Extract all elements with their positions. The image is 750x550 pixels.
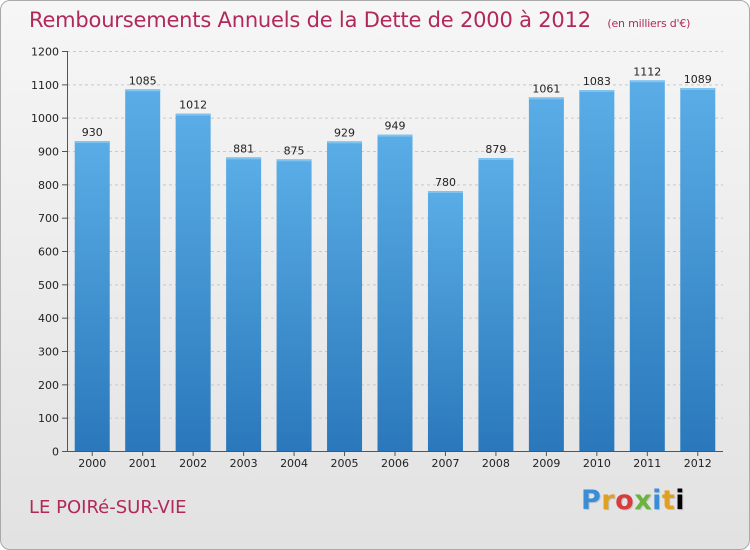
bars	[74, 80, 716, 452]
logo-letter: r	[601, 485, 616, 516]
y-tick-label: 600	[38, 246, 59, 259]
bar	[175, 113, 211, 452]
bar	[629, 80, 665, 451]
x-tick-label: 2000	[78, 457, 106, 470]
bar-highlight	[226, 157, 262, 160]
bar-highlight	[478, 158, 514, 160]
bar-value-label: 780	[435, 176, 456, 189]
axes	[62, 51, 723, 456]
x-tick-label: 2008	[482, 457, 510, 470]
chart-title: Remboursements Annuels de la Dette de 20…	[29, 8, 690, 32]
x-tick-label: 2010	[583, 457, 611, 470]
x-tick-label: 2006	[381, 457, 409, 470]
x-tick-label: 2012	[684, 457, 712, 470]
bar-highlight	[276, 159, 312, 162]
bar	[528, 97, 564, 451]
bar-highlight	[427, 191, 463, 193]
bar-value-label: 1083	[583, 75, 611, 88]
bar	[276, 159, 312, 452]
logo-letter: P	[581, 485, 602, 516]
bar-value-label: 1085	[129, 74, 157, 87]
bar-highlight	[175, 113, 211, 116]
bar-highlight	[74, 141, 110, 143]
bar-value-label: 879	[485, 143, 506, 156]
y-tick-label: 300	[38, 346, 59, 359]
logo-letter: o	[615, 485, 635, 516]
y-tick-label: 900	[38, 146, 59, 159]
chart-subtitle: (en milliers d'€)	[607, 17, 691, 30]
bar-highlight	[680, 88, 716, 90]
bar-highlight	[579, 90, 615, 92]
y-tick-label: 700	[38, 212, 59, 225]
chart-title-text: Remboursements Annuels de la Dette de 20…	[29, 8, 591, 32]
labels: 0 100 200 300 400 500 600 700 800 900 1000 1100 1200…	[31, 46, 712, 471]
proxiti-logo[interactable]: Proxiti	[581, 485, 685, 516]
y-tick-label: 0	[52, 446, 59, 459]
bar	[478, 158, 514, 451]
bar	[377, 134, 413, 451]
x-tick-label: 2005	[331, 457, 359, 470]
bar-highlight	[327, 141, 363, 144]
y-tick-label: 800	[38, 179, 59, 192]
x-tick-label: 2007	[431, 457, 459, 470]
bar-value-label: 1012	[179, 99, 207, 112]
y-tick-label: 100	[38, 412, 59, 425]
x-tick-label: 2003	[230, 457, 258, 470]
y-tick-label: 200	[38, 379, 59, 392]
logo-letter: t	[661, 485, 676, 516]
bar-value-label: 875	[284, 144, 305, 157]
logo-letter: x	[634, 485, 653, 516]
bar-value-label: 881	[233, 142, 254, 155]
bar	[74, 141, 110, 451]
y-tick-label: 500	[38, 279, 59, 292]
y-tick-label: 1100	[31, 79, 59, 92]
x-tick-label: 2004	[280, 457, 308, 470]
city-name: LE POIRé-SUR-VIE	[29, 497, 187, 518]
bar-value-label: 929	[334, 126, 355, 139]
y-tick-label: 400	[38, 312, 59, 325]
bar-value-label: 930	[82, 126, 103, 139]
x-tick-label: 2001	[129, 457, 157, 470]
bar-value-label: 1089	[684, 73, 712, 86]
y-tick-label: 1200	[31, 46, 59, 59]
bar	[579, 90, 615, 451]
y-tick-label: 1000	[31, 112, 59, 125]
x-tick-label: 2009	[532, 457, 560, 470]
bar-value-label: 949	[385, 120, 406, 133]
bar	[680, 88, 716, 451]
x-tick-label: 2011	[633, 457, 661, 470]
bar-value-label: 1112	[633, 65, 661, 78]
bar	[125, 89, 161, 451]
logo-letter: i	[675, 485, 686, 516]
x-tick-label: 2002	[179, 457, 207, 470]
bar-highlight	[377, 134, 413, 137]
bar-value-label: 1061	[532, 82, 560, 95]
bar-highlight	[125, 89, 161, 92]
bar-highlight	[528, 97, 564, 100]
bar	[427, 191, 463, 451]
bar-highlight	[629, 80, 665, 83]
logo-letter: i	[652, 485, 662, 516]
bar	[226, 157, 262, 452]
bar	[327, 141, 363, 452]
